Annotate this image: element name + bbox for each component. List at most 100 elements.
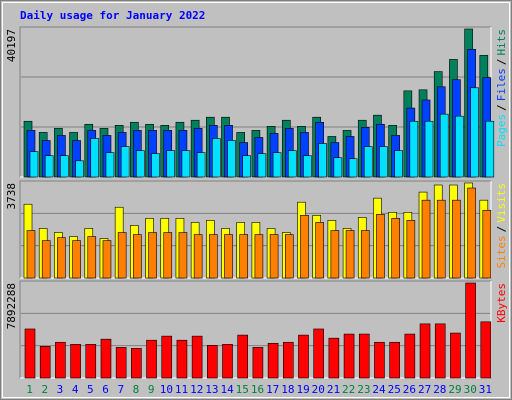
x-tick-label: 16 <box>251 383 264 396</box>
x-tick-label: 4 <box>72 383 79 396</box>
legend-entry: Hits <box>495 29 508 56</box>
x-tick-label: 25 <box>388 383 401 396</box>
legend-separator: / <box>495 104 508 111</box>
bar <box>227 140 236 178</box>
bar <box>358 333 370 379</box>
y-tick-label: 40197 <box>5 29 18 62</box>
bar <box>55 341 66 379</box>
bar <box>161 335 173 379</box>
chart-title: Daily usage for January 2022 <box>20 9 205 22</box>
bar <box>434 323 446 379</box>
x-tick-label: 20 <box>312 383 325 396</box>
bar <box>133 234 142 279</box>
bar <box>239 234 249 279</box>
x-tick-label: 14 <box>220 383 234 396</box>
bar <box>72 240 81 279</box>
bar <box>450 332 461 379</box>
bar <box>267 342 279 379</box>
bar <box>181 150 191 178</box>
bar <box>424 120 434 178</box>
legend: Sites / Visits <box>495 183 508 269</box>
bar <box>379 146 388 178</box>
bar <box>224 234 233 279</box>
bar <box>287 150 297 178</box>
bar <box>136 150 145 178</box>
bar <box>421 199 431 279</box>
bar <box>237 334 249 379</box>
bar <box>178 232 188 279</box>
legend-entry: Sites <box>495 235 508 268</box>
bar <box>272 152 282 178</box>
bar <box>452 199 461 279</box>
bar <box>348 158 358 178</box>
x-tick-label: 17 <box>266 383 279 396</box>
x-tick-label: 3 <box>57 383 64 396</box>
bar <box>343 333 355 379</box>
bar <box>394 150 403 178</box>
bar <box>313 328 324 379</box>
x-tick-label: 28 <box>433 383 446 396</box>
x-tick-label: 30 <box>464 383 477 396</box>
legend-separator: / <box>495 59 508 66</box>
bar <box>193 234 203 279</box>
bar <box>330 230 340 279</box>
bar <box>455 115 464 178</box>
x-tick-label: 27 <box>418 383 431 396</box>
bar <box>196 152 206 178</box>
bar <box>303 155 312 178</box>
bar <box>480 321 492 379</box>
x-tick-label: 26 <box>403 383 416 396</box>
bar <box>252 347 264 379</box>
x-tick-label: 18 <box>281 383 294 396</box>
x-tick-label: 8 <box>133 383 140 396</box>
bar <box>419 323 431 379</box>
bar <box>467 187 476 279</box>
bar <box>470 87 479 178</box>
bar <box>117 232 127 279</box>
x-tick-label: 10 <box>160 383 173 396</box>
bar <box>57 237 66 279</box>
bar <box>482 209 492 279</box>
bar <box>44 155 54 178</box>
bar <box>207 345 218 379</box>
bar <box>389 341 400 379</box>
bar <box>333 157 343 178</box>
x-tick-label: 31 <box>479 383 492 396</box>
bar <box>345 230 355 279</box>
x-tick-label: 5 <box>87 383 94 396</box>
bar <box>254 234 264 279</box>
bar <box>282 341 294 379</box>
bar <box>374 341 385 379</box>
bar <box>102 240 112 279</box>
bar <box>90 138 100 178</box>
bar <box>75 160 84 178</box>
bar <box>391 218 400 279</box>
bar <box>298 334 309 379</box>
x-tick-label: 21 <box>327 383 340 396</box>
bar <box>176 339 188 379</box>
bar <box>115 347 127 379</box>
legend-entry: Pages <box>495 114 508 147</box>
legend-entry: Visits <box>495 183 508 223</box>
bar <box>363 146 373 178</box>
x-tick-label: 22 <box>342 383 355 396</box>
x-tick-label: 19 <box>296 383 309 396</box>
bar <box>222 343 233 379</box>
x-tick-label: 1 <box>26 383 33 396</box>
bar <box>151 153 160 178</box>
x-tick-label: 13 <box>205 383 218 396</box>
bar <box>318 143 327 178</box>
bar <box>26 230 36 279</box>
x-tick-label: 2 <box>41 383 48 396</box>
x-tick-label: 24 <box>372 383 386 396</box>
bar <box>315 222 324 279</box>
bar <box>328 337 340 379</box>
y-tick-label: 3738 <box>5 183 18 210</box>
bar <box>24 328 36 379</box>
bar <box>376 214 385 279</box>
bar <box>131 348 142 379</box>
bar <box>105 152 115 178</box>
bar <box>404 333 416 379</box>
